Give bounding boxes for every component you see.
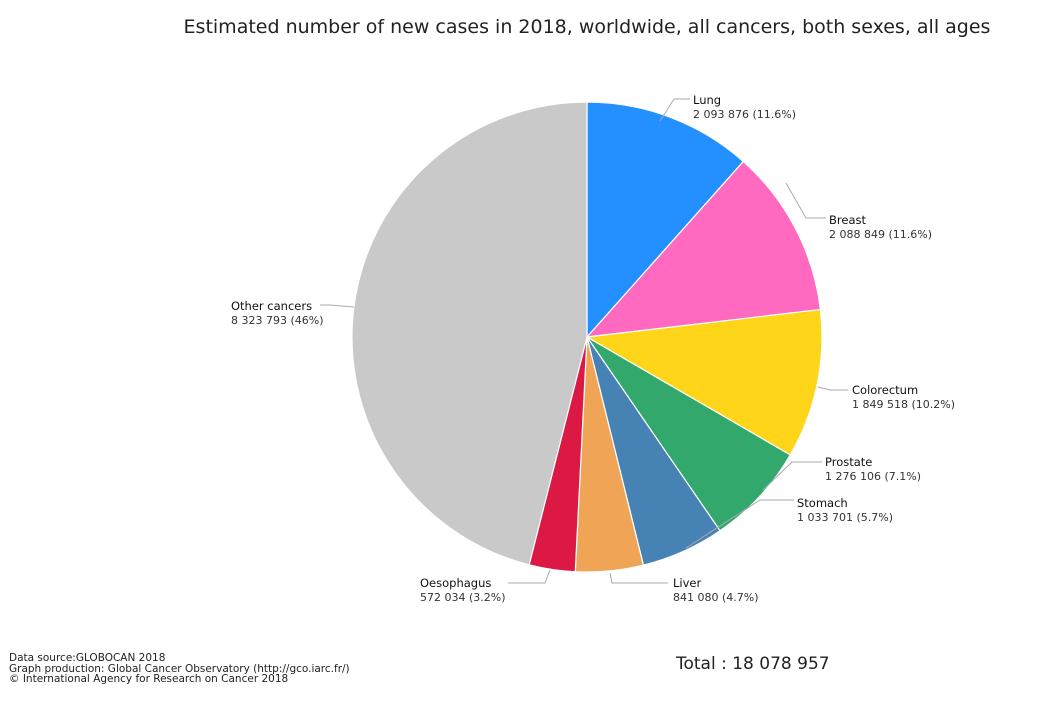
graph-production-text: Graph production: Global Cancer Observat… [9,662,350,675]
pie-slice-colorectum [585,308,823,456]
slice-label-value: 572 034 (3.2%) [420,591,506,604]
pie-slice-other-cancers [351,101,588,566]
slice-label-name: Lung [693,93,721,107]
pie-slice-prostate [586,336,792,532]
slice-label-name: Other cancers [231,299,312,313]
total-label: Total : 18 078 957 [676,654,830,674]
leader-line [785,182,826,219]
slice-label-name: Oesophagus [420,576,491,590]
slice-label-name: Colorectum [852,383,918,397]
slice-label-name: Stomach [797,496,848,510]
slice-label-value: 2 088 849 (11.6%) [829,228,932,241]
slice-label-name: Liver [673,576,701,590]
footer: Data source:GLOBOCAN 2018 Graph producti… [9,653,350,685]
copyright-text: © International Agency for Research on C… [9,673,289,685]
slice-label-value: 1 849 518 (10.2%) [852,398,955,411]
slice-label-name: Breast [829,213,866,227]
slice-label-value: 2 093 876 (11.6%) [693,108,796,121]
leader-line [320,304,355,308]
leader-line [609,572,668,584]
slice-label-value: 8 323 793 (46%) [231,314,324,327]
leader-line [817,386,848,391]
slice-label-value: 1 276 106 (7.1%) [825,470,921,483]
pie-slice-breast [585,160,822,338]
slice-label-value: 841 080 (4.7%) [673,591,759,604]
pie-slice-lung [586,101,745,339]
leader-line [508,569,551,584]
slice-label-name: Prostate [825,455,872,469]
slice-label-value: 1 033 701 (5.7%) [797,511,893,524]
pie-slices [351,101,823,573]
leader-line [685,499,794,549]
leader-line [659,98,690,122]
data-source-text: Data source:GLOBOCAN 2018 [9,652,166,664]
chart-title: Estimated number of new cases in 2018, w… [183,16,991,38]
leader-line [762,461,822,491]
